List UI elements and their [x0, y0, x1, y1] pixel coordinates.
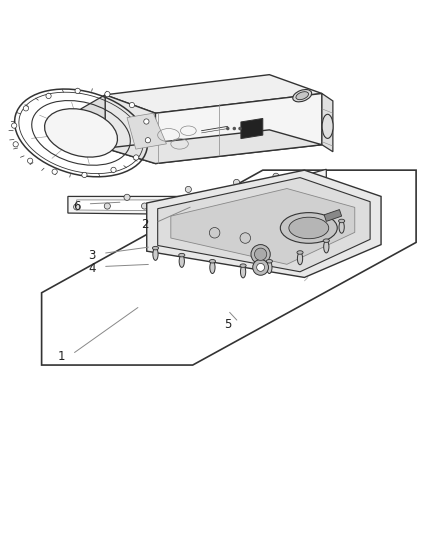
Circle shape — [233, 179, 240, 185]
Ellipse shape — [152, 246, 159, 250]
Circle shape — [141, 203, 148, 209]
Circle shape — [129, 102, 134, 108]
Circle shape — [13, 142, 18, 147]
Circle shape — [273, 173, 279, 179]
Circle shape — [240, 233, 251, 243]
Ellipse shape — [179, 255, 184, 268]
Polygon shape — [105, 75, 322, 113]
Circle shape — [225, 203, 231, 209]
Circle shape — [82, 172, 87, 177]
Circle shape — [75, 88, 80, 93]
Ellipse shape — [45, 109, 117, 157]
Ellipse shape — [324, 241, 329, 253]
Circle shape — [74, 204, 80, 210]
Text: 5: 5 — [224, 318, 231, 331]
Circle shape — [145, 138, 151, 143]
Ellipse shape — [210, 261, 215, 273]
Circle shape — [134, 155, 139, 160]
Circle shape — [304, 173, 310, 179]
Polygon shape — [77, 174, 318, 211]
Ellipse shape — [297, 251, 303, 254]
Circle shape — [23, 106, 28, 111]
Polygon shape — [105, 95, 155, 164]
Circle shape — [312, 187, 318, 193]
Circle shape — [28, 158, 33, 164]
Text: 1: 1 — [57, 350, 65, 363]
Polygon shape — [127, 113, 166, 149]
Polygon shape — [105, 130, 322, 164]
Circle shape — [254, 248, 267, 260]
Polygon shape — [241, 118, 263, 139]
Circle shape — [319, 178, 325, 184]
Polygon shape — [68, 169, 326, 215]
Circle shape — [190, 203, 196, 209]
Ellipse shape — [240, 264, 246, 268]
Text: 6: 6 — [73, 199, 81, 213]
Circle shape — [251, 245, 270, 264]
Circle shape — [209, 228, 220, 238]
Circle shape — [52, 169, 57, 174]
Polygon shape — [324, 209, 342, 221]
Circle shape — [144, 119, 149, 124]
Polygon shape — [158, 177, 370, 272]
Ellipse shape — [289, 217, 328, 239]
Ellipse shape — [339, 221, 344, 233]
Polygon shape — [155, 93, 322, 164]
Circle shape — [11, 123, 17, 128]
Ellipse shape — [240, 265, 246, 278]
Ellipse shape — [209, 260, 215, 263]
Ellipse shape — [153, 248, 158, 260]
Ellipse shape — [266, 260, 272, 263]
Circle shape — [238, 127, 242, 130]
Circle shape — [257, 263, 265, 271]
Text: 4: 4 — [88, 262, 96, 275]
Circle shape — [260, 197, 266, 203]
Circle shape — [226, 127, 230, 130]
Ellipse shape — [296, 92, 308, 100]
Text: 3: 3 — [88, 249, 95, 262]
Circle shape — [295, 190, 301, 197]
Circle shape — [111, 167, 116, 173]
Circle shape — [253, 260, 268, 275]
Circle shape — [124, 194, 130, 200]
Polygon shape — [147, 170, 381, 278]
Ellipse shape — [293, 90, 312, 102]
Ellipse shape — [179, 253, 185, 257]
Ellipse shape — [323, 239, 329, 243]
Ellipse shape — [322, 114, 333, 139]
Polygon shape — [81, 95, 105, 148]
Ellipse shape — [297, 253, 303, 265]
Circle shape — [104, 203, 110, 209]
Circle shape — [185, 187, 191, 192]
Text: 2: 2 — [141, 219, 148, 231]
Ellipse shape — [339, 219, 345, 223]
Ellipse shape — [280, 213, 337, 243]
Circle shape — [105, 92, 110, 97]
Circle shape — [233, 127, 236, 130]
Polygon shape — [171, 189, 355, 264]
Ellipse shape — [267, 261, 272, 273]
Polygon shape — [322, 93, 333, 152]
Circle shape — [46, 93, 51, 99]
